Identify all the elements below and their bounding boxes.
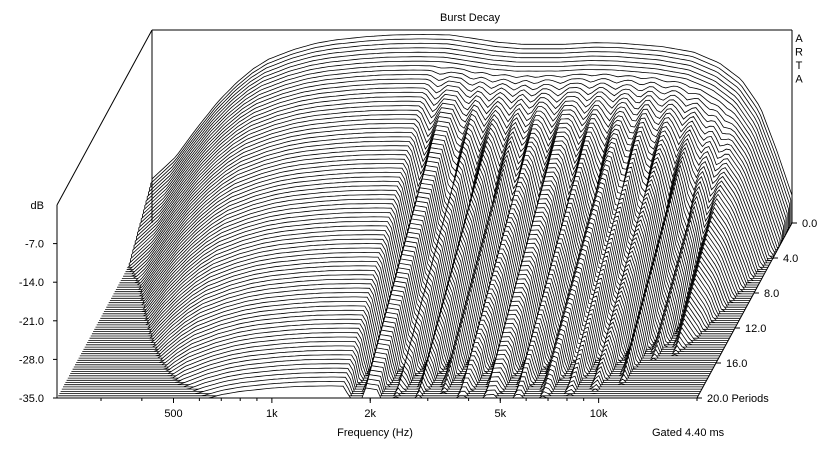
z-tick-label: 8.0 <box>764 288 779 300</box>
x-axis-label: Frequency (Hz) <box>337 427 413 439</box>
x-tick-label: 1k <box>266 408 278 420</box>
z-tick-label: 12.0 <box>745 323 766 335</box>
x-tick-label: 500 <box>164 408 182 420</box>
watermark-letter: T <box>796 60 803 72</box>
gate-label: Gated 4.40 ms <box>652 427 725 439</box>
y-tick-label: -28.0 <box>19 354 44 366</box>
y-tick-label: -7.0 <box>25 239 44 251</box>
x-tick-label: 2k <box>364 408 376 420</box>
y-tick-label: -14.0 <box>19 277 44 289</box>
y-tick-label: -35.0 <box>19 393 44 405</box>
y-axis-label: dB <box>31 200 44 212</box>
y-tick-label: -21.0 <box>19 316 44 328</box>
z-tick-label: 4.0 <box>783 253 798 265</box>
x-axis-ticks: 500 1k 2k 5k 10k <box>100 398 698 420</box>
x-tick-label: 5k <box>494 408 506 420</box>
x-tick-label: 10k <box>590 408 608 420</box>
watermark-letter: R <box>795 47 803 59</box>
z-axis-ticks: 0.0 4.0 8.0 12.0 16.0 20.0 Periods <box>697 218 817 405</box>
decay-slice <box>59 376 700 394</box>
chart-title: Burst Decay <box>440 12 500 24</box>
z-tick-label: 16.0 <box>726 358 747 370</box>
z-tick-label: 20.0 Periods <box>707 393 769 405</box>
decay-slices <box>57 33 793 399</box>
z-tick-label: 0.0 <box>802 218 817 230</box>
y-axis-ticks: -7.0 -14.0 -21.0 -28.0 -35.0 <box>19 239 57 405</box>
decay-slice <box>58 380 699 397</box>
watermark-letter: A <box>795 74 803 86</box>
plot-frame <box>56 29 793 399</box>
watermark-letter: A <box>795 33 803 45</box>
